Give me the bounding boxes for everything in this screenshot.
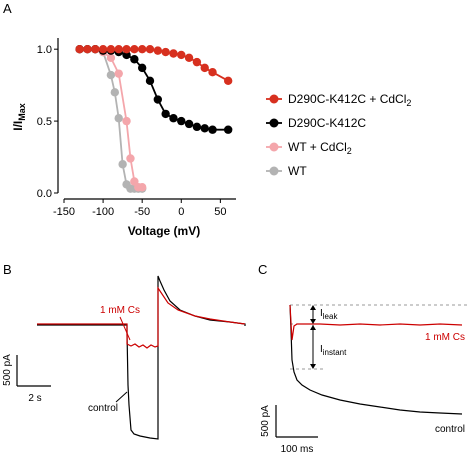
y-axis-label: I/IMax <box>11 103 27 131</box>
cs-trace-c <box>289 304 463 341</box>
legend-label: D290C-K412C <box>288 116 366 130</box>
x-tick-label: 0 <box>178 206 184 218</box>
data-point-d290c-k412c-cdcl <box>153 46 163 55</box>
data-point-wt <box>118 160 127 169</box>
panel-b-letter: B <box>3 262 12 277</box>
chart-legend: D290C-K412C + CdCl2 D290C-K412C WT + CdCl2… <box>266 92 411 178</box>
control-label-b: control <box>88 403 118 414</box>
data-point-d290c-k412c <box>208 125 217 134</box>
data-point-d290c-k412c-cdcl <box>208 68 217 77</box>
data-point-d290c-k412c <box>177 116 186 126</box>
data-point-wt <box>106 70 116 80</box>
data-point-d290c-k412c-cdcl <box>184 53 194 63</box>
data-point-d290c-k412c-cdcl <box>137 44 147 54</box>
x-tick-label: 50 <box>214 206 226 218</box>
legend-label: WT + CdCl2 <box>288 140 352 156</box>
instant-arrow-c <box>310 325 316 369</box>
data-point-d290c-k412c-cdcl <box>177 50 186 60</box>
chart-axes: 0.0 0.5 1.0 -150 -100 -50 0 50 <box>37 38 236 218</box>
cs-arrow-b <box>119 316 131 341</box>
data-point-d290c-k412c-cdcl <box>192 57 202 67</box>
series-line-d290c-k412c <box>79 48 229 131</box>
y-tick-label: 1.0 <box>37 44 52 56</box>
data-point-d290c-k412c-cdcl <box>114 44 123 54</box>
panel-b-traces: 1 mM Cs control 500 pA 2 s <box>2 275 246 440</box>
legend-marker <box>269 142 279 152</box>
x-tick-label: -100 <box>92 206 114 218</box>
data-point-wt <box>114 114 123 123</box>
legend-marker <box>269 166 279 176</box>
x-axis-label: Voltage (mV) <box>128 224 200 238</box>
data-point-d290c-k412c <box>200 124 209 133</box>
data-point-d290c-k412c-cdcl <box>122 44 131 54</box>
panel-a-letter: A <box>3 1 12 16</box>
data-point-wt-cdcl <box>106 53 116 63</box>
data-point-wt-cdcl <box>114 69 123 78</box>
data-point-wt-cdcl <box>137 183 147 192</box>
data-point-d290c-k412c-cdcl <box>161 47 170 57</box>
control-trace-c <box>289 304 463 415</box>
data-point-d290c-k412c <box>137 63 147 73</box>
panel-c-traces: Ileak Iinstant 1 mM Cs control 500 pA 10… <box>260 304 470 455</box>
data-point-d290c-k412c <box>169 114 178 123</box>
leak-label-c: Ileak <box>320 308 338 321</box>
x-tick-label: -150 <box>53 206 75 218</box>
data-point-d290c-k412c-cdcl <box>75 44 84 54</box>
instant-label-c: Iinstant <box>320 344 347 357</box>
data-point-wt <box>110 88 120 97</box>
leak-arrow-c <box>310 305 316 324</box>
data-point-d290c-k412c-cdcl <box>130 44 139 54</box>
data-point-d290c-k412c <box>145 76 155 86</box>
data-point-d290c-k412c-cdcl <box>83 44 92 54</box>
data-point-d290c-k412c <box>153 95 163 104</box>
data-point-d290c-k412c-cdcl <box>223 76 233 86</box>
control-trace-b <box>37 275 246 440</box>
legend-label: D290C-K412C + CdCl2 <box>288 92 411 108</box>
current-scale-label-c: 500 pA <box>260 405 271 437</box>
data-point-d290c-k412c <box>223 125 233 134</box>
data-point-wt-cdcl <box>126 154 135 163</box>
iv-chart: 0.0 0.5 1.0 -150 -100 -50 0 50 I/IMax Voltage (… <box>11 38 411 238</box>
chart-marks <box>75 44 233 193</box>
data-point-d290c-k412c-cdcl <box>98 44 108 54</box>
cs-label-c: 1 mM Cs <box>425 332 465 343</box>
time-scale-label-b: 2 s <box>28 393 41 404</box>
control-label-c: control <box>435 424 465 435</box>
cs-trace-b <box>37 286 246 349</box>
time-scale-label-c: 100 ms <box>281 444 314 455</box>
data-point-d290c-k412c <box>192 122 202 132</box>
legend-label: WT <box>288 164 307 178</box>
x-tick-label: -50 <box>134 206 150 218</box>
data-point-d290c-k412c <box>130 55 139 64</box>
control-arrow-b <box>115 391 128 403</box>
current-scale-label-b: 500 pA <box>2 354 13 386</box>
y-tick-label: 0.0 <box>37 188 52 200</box>
data-point-d290c-k412c <box>161 109 170 119</box>
data-point-wt-cdcl <box>122 116 131 126</box>
data-point-d290c-k412c <box>184 119 194 129</box>
panel-c-letter: C <box>258 262 267 277</box>
data-point-d290c-k412c-cdcl <box>200 63 209 73</box>
data-point-d290c-k412c-cdcl <box>145 44 155 54</box>
series-line-wt-cdcl <box>79 48 143 189</box>
data-point-d290c-k412c-cdcl <box>106 44 116 54</box>
data-point-d290c-k412c-cdcl <box>91 44 100 54</box>
data-point-d290c-k412c-cdcl <box>169 49 178 58</box>
data-point-d290c-k412c <box>122 50 131 60</box>
y-tick-label: 0.5 <box>37 116 52 128</box>
legend-marker <box>269 118 279 128</box>
cs-label-b: 1 mM Cs <box>100 305 140 316</box>
legend-marker <box>269 94 279 104</box>
